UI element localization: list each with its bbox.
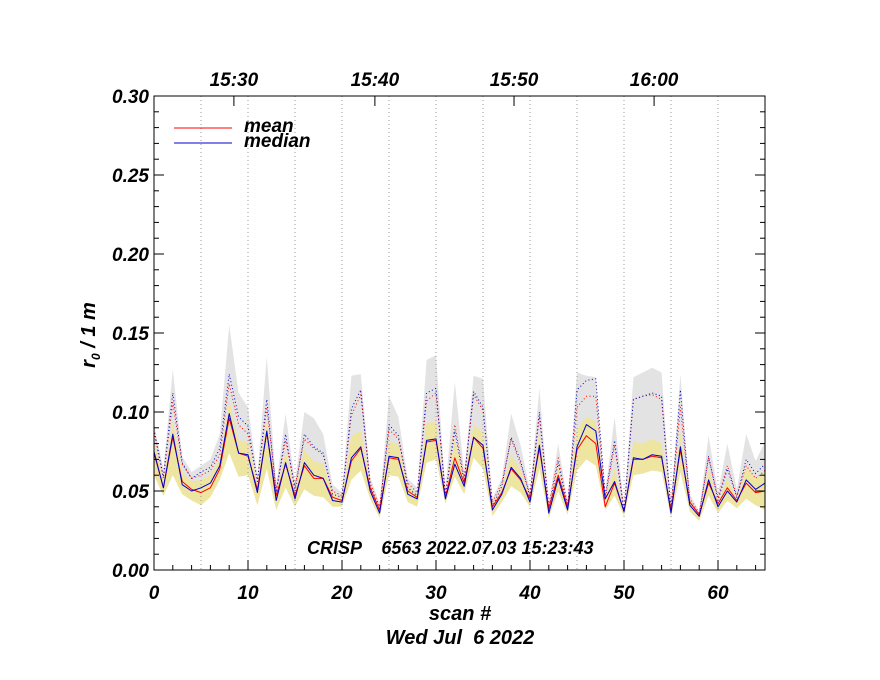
- top-time-label-1530: 15:30: [210, 70, 259, 91]
- y-tick-label-0.15: 0.15: [112, 324, 149, 345]
- range-bands: [154, 325, 765, 521]
- x-tick-label-40: 40: [518, 583, 541, 604]
- x-tick-label-50: 50: [613, 583, 635, 604]
- y-tick-label-0.00: 0.00: [112, 561, 149, 582]
- y-axis-title-main: r: [78, 359, 100, 368]
- series-median-line: [153, 413, 766, 517]
- x-tick-label-10: 10: [237, 583, 259, 604]
- band-yellow: [154, 400, 765, 521]
- series-mean-upper-dotted: [153, 383, 766, 514]
- x-tick-label-30: 30: [425, 583, 447, 604]
- y-tick-label-0.05: 0.05: [112, 482, 149, 503]
- y-axis-title: r0 / 1 m: [78, 302, 103, 368]
- tick-labels: 0 10 20 30 40 50 60 0.00 0.05 0.10 0.15 0.20 0.25 0.3…: [112, 70, 729, 604]
- axis-ticks: [153, 95, 765, 571]
- crisp-annotation: CRISP 6563 2022.07.03 15:23:43: [307, 538, 594, 558]
- date-label: Wed Jul 6 2022: [386, 627, 535, 649]
- top-time-label-1540: 15:40: [351, 70, 400, 91]
- legend: mean median: [174, 116, 311, 152]
- legend-median-label: median: [244, 131, 311, 152]
- legend-mean-label: mean: [244, 116, 294, 137]
- y-tick-label-0.20: 0.20: [112, 245, 149, 266]
- top-time-label-1600: 16:00: [630, 70, 679, 91]
- x-tick-label-0: 0: [149, 583, 160, 604]
- top-time-label-1550: 15:50: [490, 70, 539, 91]
- x-tick-label-60: 60: [707, 583, 729, 604]
- x-tick-label-20: 20: [330, 583, 353, 604]
- time-gridlines: [200, 96, 719, 570]
- y-tick-label-0.30: 0.30: [112, 87, 149, 108]
- series-median-upper-dotted: [153, 373, 766, 516]
- series-lines: [153, 373, 766, 517]
- y-tick-label-0.10: 0.10: [112, 403, 149, 424]
- y-axis-title-sub: 0: [89, 353, 103, 360]
- y-axis-title-rest: / 1 m: [78, 302, 100, 353]
- y-tick-label-0.25: 0.25: [112, 166, 149, 187]
- x-axis-title: scan #: [429, 603, 492, 625]
